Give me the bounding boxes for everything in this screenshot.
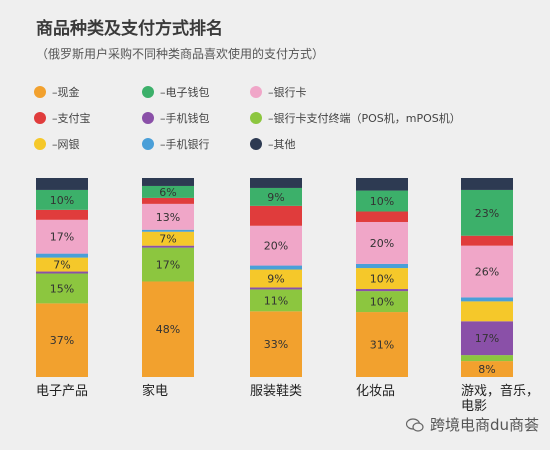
bar-segment (36, 178, 88, 190)
category-label: 家电 (142, 383, 168, 399)
bar-segment (36, 189, 88, 210)
legend-item-mobile-wallet: – 手机钱包 (142, 110, 210, 126)
bar-segment (36, 219, 88, 254)
bar-segment (36, 253, 88, 258)
bar-segment (142, 281, 194, 377)
legend-swatch-icon (34, 112, 46, 124)
data-label: 13% (156, 211, 180, 224)
data-label: 7% (159, 233, 176, 246)
bar-segment (461, 355, 513, 362)
data-label: 6% (159, 186, 176, 199)
data-label: 17% (475, 332, 499, 345)
bar-segment (250, 265, 302, 270)
legend-item-cash: – 现金 (34, 84, 80, 100)
legend-item-online-banking: – 网银 (34, 136, 80, 152)
bar-segment (142, 245, 194, 248)
bar-segment (461, 321, 513, 356)
bar-segment (356, 263, 408, 269)
category-label: 电影 (461, 399, 487, 414)
bar-segment (36, 273, 88, 304)
bar-segment (142, 231, 194, 246)
data-label: 33% (264, 338, 288, 351)
chart-title: 商品种类及支付方式排名 (36, 19, 223, 39)
bar-segment (356, 289, 408, 292)
bar-segment (356, 221, 408, 264)
bar-segment (142, 229, 194, 232)
bar-segment (142, 197, 194, 204)
data-label: 10% (370, 273, 394, 286)
data-label: 9% (267, 272, 284, 285)
legend-swatch-icon (142, 112, 154, 124)
bar-segment (356, 268, 408, 290)
bar-segment (461, 297, 513, 302)
legend-swatch-icon (250, 112, 262, 124)
data-label: 10% (50, 194, 74, 207)
data-label: 17% (156, 259, 180, 272)
bar-segment (36, 209, 88, 220)
data-label: 20% (370, 237, 394, 250)
data-label: 31% (370, 339, 394, 352)
bar-segment (250, 287, 302, 290)
legend-swatch-icon (250, 138, 262, 150)
bar-segment (142, 203, 194, 230)
data-label: 9% (267, 191, 284, 204)
bar-segment (461, 361, 513, 377)
legend-swatch-icon (34, 86, 46, 98)
data-label: 15% (50, 282, 74, 295)
bar-segment (356, 190, 408, 212)
bar-segment (36, 257, 88, 272)
legend-item-bank-card: – 银行卡 (250, 84, 307, 100)
legend-item-pos-terminal: – 银行卡支付终端（POS机，mPOS机） (250, 110, 461, 126)
bar-segment (356, 312, 408, 377)
data-label: 10% (370, 296, 394, 309)
chart-subtitle: （俄罗斯用户采购不同种类商品喜欢使用的支付方式） (36, 47, 325, 61)
bar-segment (356, 178, 408, 191)
category-label: 化妆品 (356, 384, 395, 399)
bar-segment (36, 303, 88, 377)
category-label: 电子产品 (36, 384, 88, 399)
bar-segment (461, 189, 513, 236)
legend-swatch-icon (142, 138, 154, 150)
bar-segment (142, 247, 194, 282)
bar-segment (461, 245, 513, 298)
bar-segment (142, 178, 194, 186)
bar-segment (142, 185, 194, 198)
watermark: 跨境电商du商荟 (406, 414, 539, 435)
legend-swatch-icon (142, 86, 154, 98)
bar-segment (356, 291, 408, 313)
data-label: 48% (156, 323, 180, 336)
legend-swatch-icon (34, 138, 46, 150)
bar-segment (250, 225, 302, 266)
category-label: 服装鞋类 (250, 383, 302, 399)
bar-segment (250, 187, 302, 206)
data-label: 26% (475, 266, 499, 279)
bar-segment (461, 178, 513, 190)
bar-segment (356, 211, 408, 222)
legend-item-other: – 其他 (250, 136, 296, 152)
legend-swatch-icon (250, 86, 262, 98)
data-label: 17% (50, 231, 74, 244)
wechat-icon (406, 417, 424, 432)
bar-segment (250, 311, 302, 377)
bar-segment (461, 235, 513, 246)
bar-segment (250, 205, 302, 226)
bar-segment (250, 178, 302, 188)
legend: – 现金 – 支付宝 – 网银 – 电子钱包 – 手机钱包 – 手机银行 – 银… (34, 84, 534, 156)
legend-item-ewallet: – 电子钱包 (142, 84, 210, 100)
data-label: 37% (50, 334, 74, 347)
legend-item-alipay: – 支付宝 (34, 110, 91, 126)
data-label: 11% (264, 294, 288, 307)
bar-segment (36, 271, 88, 274)
bar-segment (461, 301, 513, 322)
data-label: 7% (53, 259, 70, 272)
bar-segment (250, 289, 302, 312)
data-label: 10% (370, 195, 394, 208)
bar-segment (250, 269, 302, 288)
legend-item-mobile-banking: – 手机银行 (142, 136, 210, 152)
category-label: 游戏，音乐， (461, 383, 539, 399)
data-label: 23% (475, 207, 499, 220)
data-label: 8% (478, 363, 495, 376)
data-label: 20% (264, 240, 288, 253)
